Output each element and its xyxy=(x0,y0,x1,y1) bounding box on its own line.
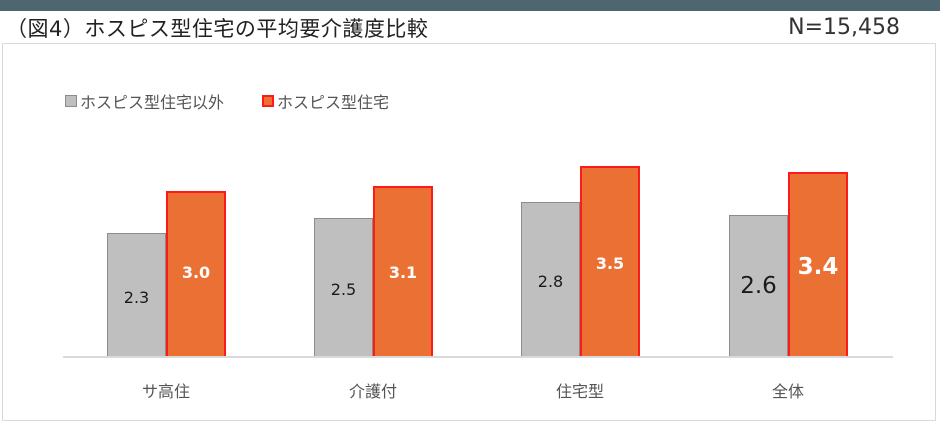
value-label: 2.5 xyxy=(330,280,357,299)
value-label: 2.8 xyxy=(537,272,564,291)
value-label: 2.3 xyxy=(123,288,150,307)
bar-hospice-kaigotsuki: 3.1 xyxy=(373,186,433,356)
bar-non-hospice-kaigotsuki: 2.5 xyxy=(314,218,373,356)
sample-size-label: N=15,458 xyxy=(788,15,900,40)
value-label: 3.4 xyxy=(797,254,839,280)
legend-swatch-gray xyxy=(65,95,77,107)
legend: ホスピス型住宅以外 ホスピス型住宅 xyxy=(65,89,389,113)
bar-hospice-sakoju: 3.0 xyxy=(166,191,226,356)
bar-hospice-total: 3.4 xyxy=(788,172,848,356)
bar-non-hospice-total: 2.6 xyxy=(729,215,788,356)
category-label: 全体 xyxy=(771,382,804,401)
category-label: サ高住 xyxy=(141,382,190,401)
category-label: 介護付 xyxy=(348,382,397,401)
x-axis-line xyxy=(63,356,893,358)
category-label: 住宅型 xyxy=(555,382,604,401)
bar-hospice-jutakugata: 3.5 xyxy=(580,166,640,356)
legend-item-non-hospice: ホスピス型住宅以外 xyxy=(65,89,224,113)
chart-title: （図4）ホスピス型住宅の平均要介護度比較 xyxy=(6,17,429,41)
value-label: 3.5 xyxy=(595,254,625,273)
bar-non-hospice-jutakugata: 2.8 xyxy=(521,202,580,356)
bar-non-hospice-sakoju: 2.3 xyxy=(107,233,166,356)
legend-swatch-orange xyxy=(262,95,275,107)
value-label: 3.0 xyxy=(181,263,211,282)
legend-item-hospice: ホスピス型住宅 xyxy=(262,89,389,113)
value-label: 3.1 xyxy=(388,263,418,282)
legend-label: ホスピス型住宅以外 xyxy=(80,93,225,112)
value-label: 2.6 xyxy=(740,273,777,299)
legend-label: ホスピス型住宅 xyxy=(277,93,390,112)
header-banner xyxy=(0,0,940,11)
